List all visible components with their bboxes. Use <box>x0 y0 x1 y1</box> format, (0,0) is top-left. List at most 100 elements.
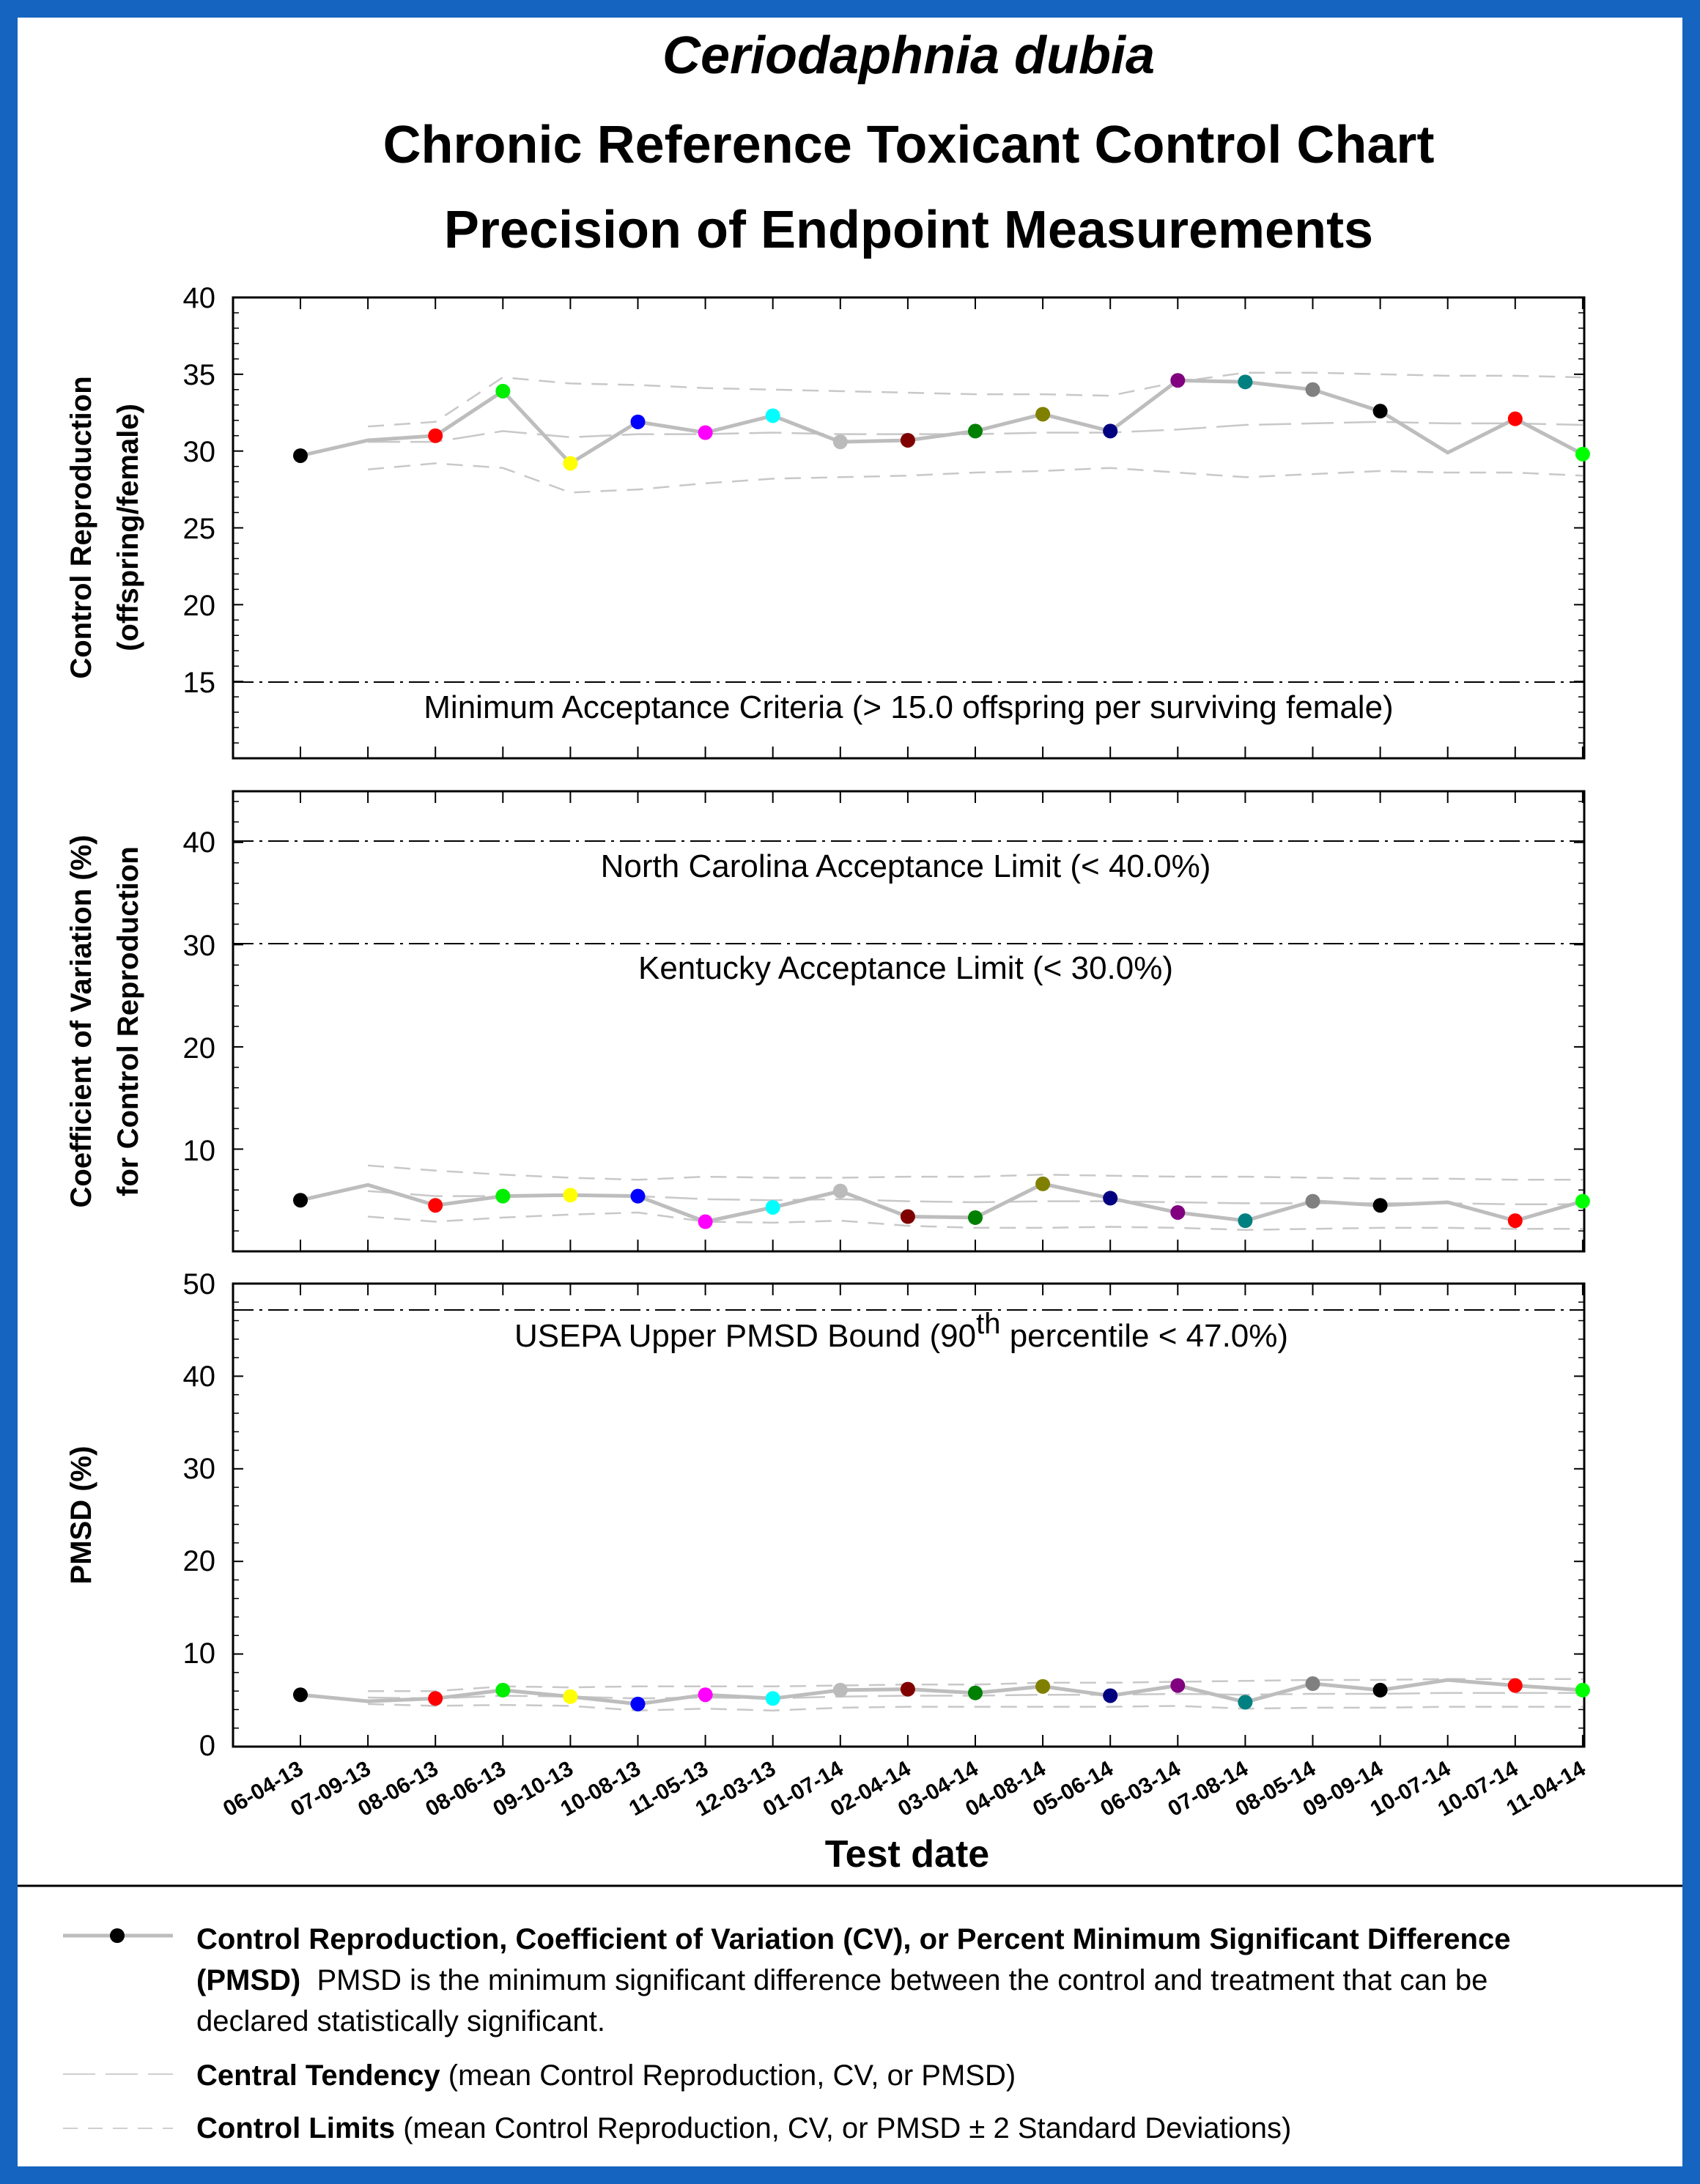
reproduction-panel: 40 35 30 25 20 15 Control Reproduction (… <box>65 282 1586 760</box>
data-point <box>968 1685 983 1700</box>
data-point <box>1372 1682 1388 1698</box>
kentucky-limit-label: Kentucky Acceptance Limit (< 30.0%) <box>638 950 1173 986</box>
y-tick-label: 20 <box>183 590 216 622</box>
legend-item-1-pmsd: (PMSD) <box>196 1964 300 1996</box>
lower-control-limit-line <box>368 1211 1583 1231</box>
y-tick-label: 20 <box>183 1032 216 1065</box>
legend-item-1-line-1: Control Reproduction, Coefficient of Var… <box>196 1923 1510 1955</box>
y-tick-label: 30 <box>183 1453 216 1485</box>
data-point <box>1238 1695 1253 1710</box>
data-point <box>1507 411 1523 426</box>
data-point <box>765 408 780 423</box>
data-point <box>630 1188 646 1204</box>
data-point <box>1305 1676 1320 1692</box>
data-series-line <box>300 1182 1583 1224</box>
pmsd-panel: 50 40 30 20 10 0 PMSD (%) USEPA Upper PM… <box>65 1268 1586 1762</box>
data-series-line <box>300 378 1584 466</box>
data-point <box>1372 404 1388 419</box>
y-tick-label: 20 <box>183 1545 216 1577</box>
legend-item-2: Central Tendency (mean Control Reproduct… <box>196 2059 1016 2092</box>
legend-item-1-desc: PMSD is the minimum significant differen… <box>300 1964 1488 1996</box>
central-tendency-line <box>368 1190 1583 1206</box>
data-point <box>900 432 915 448</box>
data-point <box>1507 1678 1523 1693</box>
data-point <box>900 1681 915 1697</box>
legend-item-3-desc: (mean Control Reproduction, CV, or PMSD … <box>395 2112 1291 2144</box>
cv-series <box>233 791 1590 1252</box>
legend-item-2-bold: Central Tendency <box>196 2059 440 2092</box>
upper-control-limit-line <box>368 1678 1583 1692</box>
title-line-1: Chronic Reference Toxicant Control Chart <box>383 116 1435 174</box>
data-point <box>1035 1176 1051 1191</box>
data-point <box>630 414 646 429</box>
usepa-label-superscript: th <box>976 1308 1000 1340</box>
legend-item-1-line-2: (PMSD) PMSD is the minimum significant d… <box>196 1964 1488 1996</box>
data-point <box>832 1183 848 1199</box>
data-point <box>563 1188 578 1203</box>
upper-control-limit-line <box>368 1164 1583 1181</box>
lower-control-limit-line <box>368 1703 1583 1711</box>
data-point <box>1170 1678 1186 1693</box>
data-series-line <box>300 1678 1583 1706</box>
y-tick-label: 15 <box>183 667 216 699</box>
data-point <box>1035 407 1051 422</box>
reproduction-ylabel-2: (offspring/female) <box>112 404 144 651</box>
legend-marker-data <box>110 1928 125 1943</box>
data-point <box>698 1687 713 1703</box>
usepa-pmsd-bound-label: USEPA Upper PMSD Bound (90th percentile … <box>514 1308 1288 1354</box>
data-point <box>1575 446 1590 462</box>
cv-y-ticks: 40 30 20 10 <box>183 826 216 1167</box>
title-species: Ceriodaphnia dubia <box>662 26 1155 85</box>
data-point <box>428 1691 443 1706</box>
reproduction-series <box>233 297 1590 759</box>
legend-item-2-desc: (mean Control Reproduction, CV, or PMSD) <box>440 2059 1016 2092</box>
legend: Control Reproduction, Coefficient of Var… <box>63 1923 1510 2144</box>
y-tick-label: 30 <box>183 930 216 962</box>
data-point <box>1035 1678 1051 1694</box>
reproduction-ylabel-1: Control Reproduction <box>65 376 97 678</box>
y-tick-label: 10 <box>183 1135 216 1167</box>
data-point <box>1305 1193 1320 1209</box>
pmsd-ylabel: PMSD (%) <box>65 1446 97 1585</box>
legend-item-1-line-3: declared statistically significant. <box>196 2005 605 2037</box>
data-point <box>293 448 308 463</box>
usepa-label-suffix: percentile < 47.0%) <box>1000 1318 1288 1354</box>
y-tick-label: 40 <box>183 826 216 859</box>
pmsd-plot-area <box>232 1282 1586 1748</box>
y-tick-label: 0 <box>199 1730 215 1762</box>
data-point <box>1372 1198 1388 1213</box>
data-point <box>495 1188 511 1204</box>
data-point <box>563 456 578 471</box>
data-point <box>832 434 848 450</box>
pmsd-series <box>233 1283 1590 1747</box>
data-point <box>1170 373 1186 388</box>
data-point <box>1238 1213 1253 1229</box>
data-point <box>832 1682 848 1698</box>
title-line-2: Precision of Endpoint Measurements <box>444 201 1373 259</box>
data-point <box>428 1198 443 1213</box>
data-point <box>765 1691 780 1706</box>
data-point <box>1507 1213 1523 1229</box>
data-point <box>1170 1204 1186 1220</box>
y-tick-label: 30 <box>183 436 216 468</box>
data-point <box>765 1199 780 1215</box>
y-tick-label: 40 <box>183 1361 216 1393</box>
y-tick-label: 25 <box>183 513 216 545</box>
data-point <box>1103 1688 1118 1703</box>
data-point <box>968 1210 983 1225</box>
legend-symbol-data <box>63 1928 173 1943</box>
data-point <box>1575 1682 1590 1698</box>
cv-ylabel-1: Coefficient of Variation (%) <box>65 835 97 1208</box>
data-point <box>495 1682 511 1698</box>
minimum-acceptance-label: Minimum Acceptance Criteria (> 15.0 offs… <box>424 689 1393 725</box>
data-point <box>1575 1193 1590 1209</box>
reproduction-y-ticks: 40 35 30 25 20 15 <box>183 282 216 699</box>
y-tick-label: 35 <box>183 359 216 391</box>
y-tick-label: 10 <box>183 1637 216 1670</box>
data-point <box>1103 1191 1118 1206</box>
y-tick-label: 40 <box>183 282 216 314</box>
pmsd-y-ticks: 50 40 30 20 10 0 <box>183 1268 216 1762</box>
data-point <box>1238 374 1253 390</box>
x-axis-title: Test date <box>825 1833 989 1876</box>
